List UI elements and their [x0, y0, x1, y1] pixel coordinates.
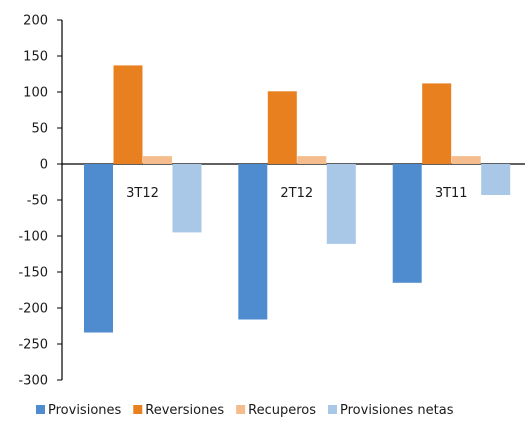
bar-recuperos-3t11 [452, 156, 481, 164]
bar-reversiones-3t12 [114, 65, 143, 164]
bar-provisiones-3t12 [84, 164, 113, 333]
y-tick-label: -300 [18, 374, 48, 389]
bar-recuperos-3t12 [143, 156, 172, 164]
bar-provisiones-netas-3t11 [481, 164, 510, 195]
bar-reversiones-2t12 [268, 91, 297, 164]
legend-swatch [36, 405, 45, 414]
y-tick-label: -50 [27, 194, 48, 209]
legend-swatch [236, 405, 245, 414]
y-tick-label: -150 [18, 266, 48, 281]
y-tick-label: 150 [23, 50, 48, 65]
y-tick-label: 50 [31, 122, 48, 137]
bar-reversiones-3t11 [422, 83, 451, 164]
y-tick-label: -100 [18, 230, 48, 245]
bar-provisiones-2t12 [238, 164, 267, 320]
bar-provisiones-netas-3t12 [173, 164, 202, 232]
legend-swatch [133, 405, 142, 414]
y-tick-label: 200 [23, 14, 48, 29]
legend-label: Reversiones [145, 403, 224, 418]
y-tick-label: -200 [18, 302, 48, 317]
legend-label: Provisiones [48, 403, 122, 418]
category-label: 3T12 [126, 186, 159, 201]
bar-provisiones-netas-2t12 [327, 164, 356, 244]
category-label: 2T12 [280, 186, 313, 201]
y-tick-label: 100 [23, 86, 48, 101]
legend-label: Provisiones netas [340, 403, 454, 418]
bar-provisiones-3t11 [393, 164, 422, 283]
legend-label: Recuperos [248, 403, 316, 418]
legend: Provisiones Reversiones Recuperos Provision… [36, 403, 454, 418]
legend-swatch [328, 405, 337, 414]
category-label: 3T11 [435, 186, 468, 201]
y-tick-label: -250 [18, 338, 48, 353]
bar-recuperos-2t12 [297, 156, 326, 164]
y-tick-label: 0 [40, 158, 48, 173]
